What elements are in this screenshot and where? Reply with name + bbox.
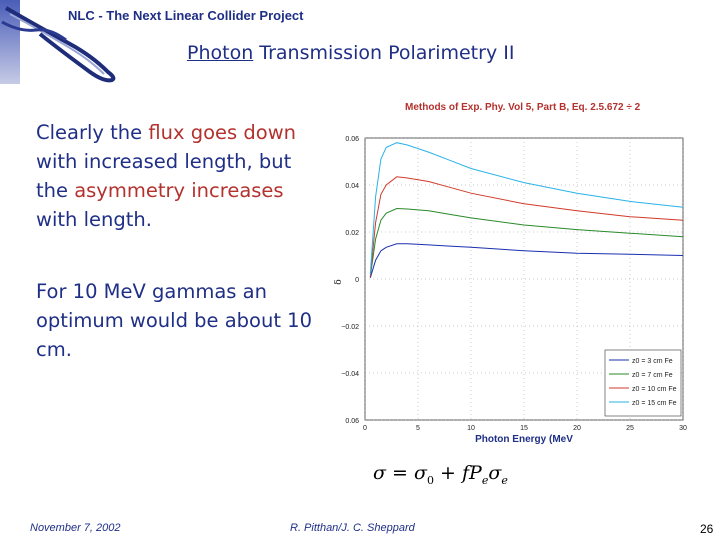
logo-swoosh-lower <box>1 20 67 42</box>
highlight-flux: flux goes down <box>148 121 297 144</box>
formula-sigma0: σ <box>413 462 427 484</box>
slide-title: Photon Transmission Polarimetry II <box>187 42 514 64</box>
highlight-asymmetry: asymmetry increases <box>74 179 284 202</box>
series-line <box>369 243 684 278</box>
formula-sub0: 0 <box>426 473 434 487</box>
legend-label: z0 = 15 cm Fe <box>632 400 677 407</box>
nlc-logo <box>0 0 116 84</box>
polarization-formula: σ = σ0 + fPeσe <box>373 462 508 487</box>
text-run: with increased length, but the <box>36 150 292 202</box>
logo-swoosh <box>4 6 116 83</box>
chart-title: Methods of Exp. Phy. Vol 5, Part B, Eq. … <box>405 102 641 113</box>
y-tick-label: −0.02 <box>341 324 359 331</box>
x-axis-label: Photon Energy (MeV <box>475 434 573 445</box>
formula-sub-e2: e <box>501 473 508 487</box>
x-tick-label: 15 <box>520 425 528 432</box>
y-tick-label: 0.06 <box>345 418 359 425</box>
formula-sub-e: e <box>481 473 489 487</box>
y-tick-label: −0.04 <box>341 371 359 378</box>
x-tick-label: 30 <box>679 425 687 432</box>
x-tick-label: 10 <box>467 425 475 432</box>
series-line <box>369 176 684 277</box>
formula-f: f <box>461 462 470 484</box>
y-tick-label: 0 <box>355 277 359 284</box>
y-tick-label: 0.06 <box>345 136 359 143</box>
formula-equals: = <box>385 462 414 484</box>
project-title: NLC - The Next Linear Collider Project <box>68 8 304 23</box>
y-tick-label: 0.02 <box>345 230 359 237</box>
formula-P: P <box>469 462 482 484</box>
logo-bar <box>0 0 20 84</box>
slide-title-underlined: Photon <box>187 42 254 64</box>
page-number: 26 <box>700 522 714 536</box>
x-tick-label: 0 <box>363 425 367 432</box>
paragraph-flux-asymmetry: Clearly the flux goes down with increase… <box>36 118 316 234</box>
paragraph-optimum: For 10 MeV gammas an optimum would be ab… <box>36 280 312 361</box>
logo-swoosh-highlight <box>9 13 105 75</box>
legend-label: z0 = 10 cm Fe <box>632 386 677 393</box>
y-tick-label: 0.04 <box>345 183 359 190</box>
legend-label: z0 = 7 cm Fe <box>632 372 673 379</box>
legend-label: z0 = 3 cm Fe <box>632 358 673 365</box>
formula-sigma: σ <box>373 462 386 484</box>
x-tick-label: 5 <box>416 425 420 432</box>
footer-date: November 7, 2002 <box>30 522 121 534</box>
series-line <box>369 142 684 275</box>
x-tick-label: 25 <box>626 425 634 432</box>
legend-box <box>604 349 682 417</box>
x-tick-label: 20 <box>573 425 581 432</box>
formula-sigma-e: σ <box>488 462 502 484</box>
asymmetry-chart: 0.06 0.04 0.02 0 −0.02 −0.04 0.06 0 5 10 15 20 25 30 P… <box>334 136 687 445</box>
y-axis-label: δ <box>334 279 344 284</box>
text-run: Clearly the <box>36 121 149 144</box>
series-line <box>369 207 684 277</box>
slide-title-rest: Transmission Polarimetry II <box>253 42 515 64</box>
footer-authors: R. Pitthan/J. C. Sheppard <box>290 522 415 534</box>
formula-plus: + <box>433 462 462 484</box>
text-run: with length. <box>36 208 152 231</box>
